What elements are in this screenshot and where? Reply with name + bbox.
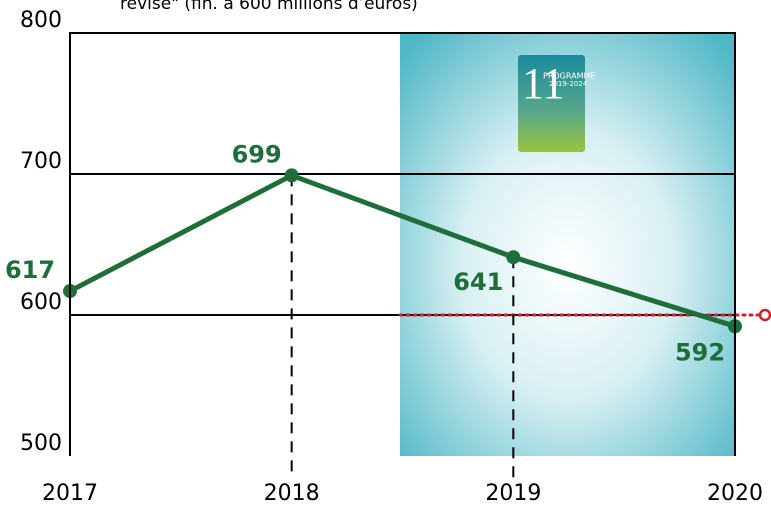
y-tick-label: 600 bbox=[20, 290, 62, 315]
x-tick-label: 2020 bbox=[707, 481, 763, 506]
subtitle: révisé" (fin. à 600 millions d’euros) bbox=[120, 0, 418, 14]
y-tick-label: 500 bbox=[20, 431, 62, 456]
data-label: 592 bbox=[675, 338, 725, 366]
point bbox=[506, 250, 521, 265]
y-tick-label: 700 bbox=[20, 149, 62, 174]
data-label: 641 bbox=[453, 268, 503, 296]
data-label: 699 bbox=[232, 140, 282, 168]
point bbox=[284, 168, 299, 183]
data-label: 617 bbox=[5, 256, 55, 284]
reference-end bbox=[758, 308, 771, 322]
logo-years: 2019-2024 bbox=[549, 80, 588, 88]
logo-title: PROGRAMME bbox=[543, 72, 595, 81]
y-tick-label: 800 bbox=[20, 8, 62, 33]
logo bbox=[518, 55, 585, 152]
x-tick-label: 2018 bbox=[264, 481, 320, 506]
x-tick-label: 2017 bbox=[42, 481, 98, 506]
frame bbox=[69, 32, 736, 456]
logo-number: 11 bbox=[522, 59, 564, 108]
x-tick-label: 2019 bbox=[485, 481, 541, 506]
series-line bbox=[68, 172, 736, 329]
